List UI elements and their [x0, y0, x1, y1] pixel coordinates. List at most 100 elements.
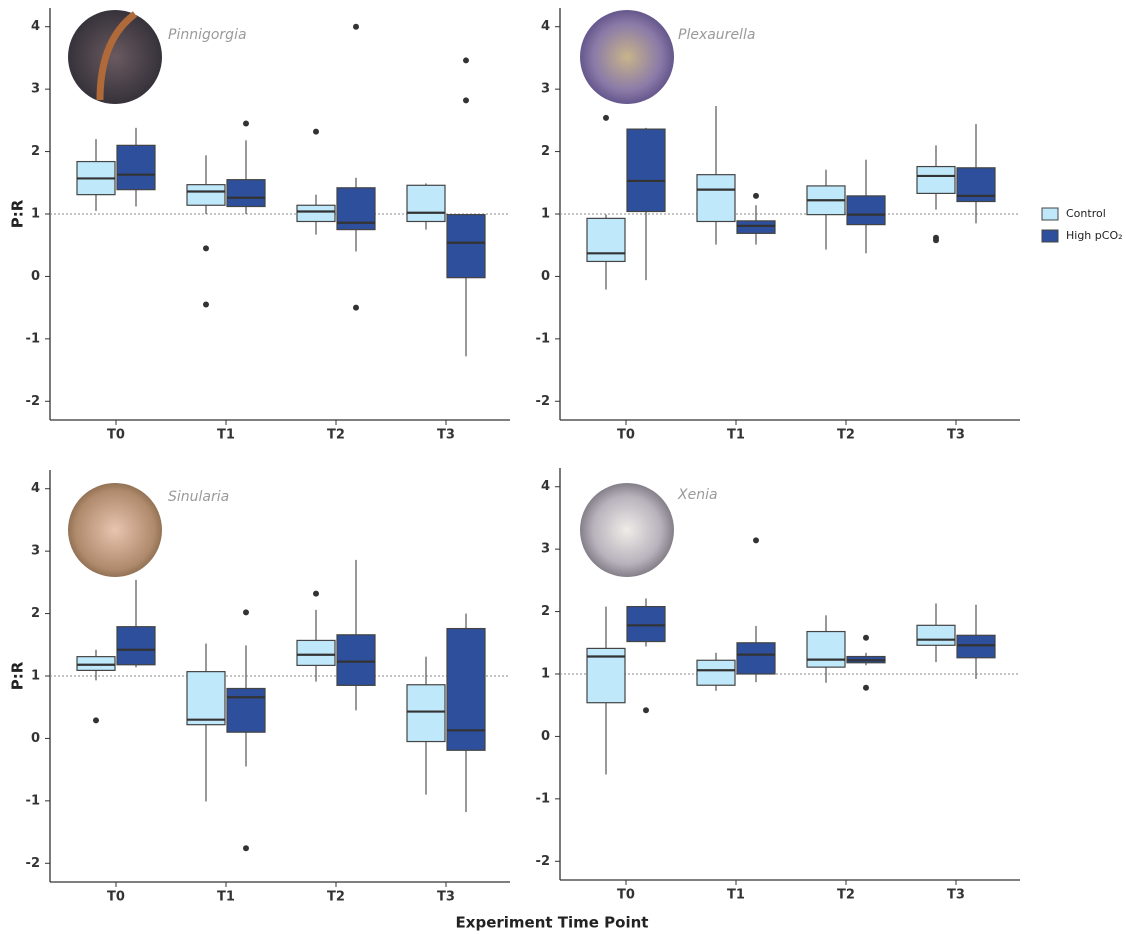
box [187, 185, 225, 206]
y-tick-label: -1 [26, 331, 40, 346]
x-tick-label: T2 [327, 428, 345, 443]
y-tick-label: -1 [26, 793, 40, 808]
y-tick-label: 2 [31, 606, 40, 621]
outlier [313, 591, 319, 597]
legend-label: High pCO₂ [1066, 229, 1123, 242]
y-tick-label: 4 [541, 479, 550, 494]
legend-label: Control [1066, 207, 1106, 220]
box [227, 180, 265, 207]
box [627, 129, 665, 211]
panel-title: Sinularia [168, 489, 229, 505]
coral-photo [580, 483, 674, 577]
box [627, 607, 665, 642]
outlier [863, 635, 869, 641]
box [407, 185, 445, 221]
outlier [463, 57, 469, 63]
x-axis-label: Experiment Time Point [456, 914, 649, 932]
x-tick-label: T0 [107, 428, 125, 443]
outlier [863, 685, 869, 691]
outlier [243, 845, 249, 851]
box [407, 685, 445, 742]
box [187, 672, 225, 725]
panel-title: Plexaurella [678, 27, 755, 43]
outlier [643, 707, 649, 713]
y-tick-label: -1 [536, 791, 550, 806]
y-tick-label: 2 [541, 144, 550, 159]
panel-title: Xenia [677, 487, 718, 503]
y-tick-label: 3 [541, 542, 550, 557]
box [337, 635, 375, 686]
box [957, 635, 995, 657]
y-tick-label: 4 [31, 481, 40, 496]
box [117, 627, 155, 665]
y-tick-label: -1 [536, 331, 550, 346]
x-tick-label: T3 [947, 428, 965, 443]
y-tick-label: 0 [541, 729, 550, 744]
x-tick-label: T1 [217, 890, 235, 905]
x-tick-label: T2 [327, 890, 345, 905]
box [117, 145, 155, 189]
legend-key [1042, 208, 1058, 220]
y-tick-label: 4 [541, 19, 550, 34]
y-tick-label: 1 [541, 667, 550, 682]
y-tick-label: -2 [536, 854, 550, 869]
box [697, 660, 735, 685]
box [587, 218, 625, 261]
box [297, 205, 335, 221]
outlier [353, 305, 359, 311]
box [737, 221, 775, 233]
x-tick-label: T1 [727, 888, 745, 903]
x-tick-label: T2 [837, 888, 855, 903]
y-tick-label: 3 [541, 82, 550, 97]
figure: Experiment Time Point -2 -1 0 1 2 3 4 T0 T1 T2 T3 P… [0, 0, 1126, 934]
y-tick-label: 0 [541, 269, 550, 284]
outlier [753, 193, 759, 199]
y-tick-label: 1 [31, 669, 40, 684]
box [917, 167, 955, 194]
box [847, 196, 885, 225]
y-tick-label: 1 [541, 207, 550, 222]
x-tick-label: T0 [107, 890, 125, 905]
y-axis-label: P:R [9, 199, 27, 228]
box [297, 640, 335, 665]
outlier [203, 302, 209, 308]
coral-photo [580, 10, 674, 104]
y-tick-label: 3 [31, 544, 40, 559]
outlier [93, 717, 99, 723]
y-tick-label: 2 [541, 604, 550, 619]
y-axis-label: P:R [9, 661, 27, 690]
coral-photo [68, 10, 162, 104]
x-tick-label: T3 [437, 890, 455, 905]
outlier [243, 609, 249, 615]
y-tick-label: -2 [26, 394, 40, 409]
x-tick-label: T3 [437, 428, 455, 443]
y-tick-label: -2 [26, 856, 40, 871]
y-tick-label: 3 [31, 82, 40, 97]
y-tick-label: 4 [31, 19, 40, 34]
outlier [243, 120, 249, 126]
outlier [203, 245, 209, 251]
coral-photo [68, 483, 162, 577]
x-tick-label: T0 [617, 888, 635, 903]
y-tick-label: -2 [536, 394, 550, 409]
box [917, 625, 955, 645]
x-tick-label: T3 [947, 888, 965, 903]
x-tick-label: T2 [837, 428, 855, 443]
box [77, 657, 115, 671]
box [227, 688, 265, 732]
box [807, 632, 845, 668]
outlier [753, 537, 759, 543]
legend-key [1042, 230, 1058, 242]
panel-title: Pinnigorgia [168, 27, 247, 43]
x-tick-label: T1 [217, 428, 235, 443]
outlier [313, 129, 319, 135]
y-tick-label: 0 [31, 269, 40, 284]
outlier [353, 24, 359, 30]
y-tick-label: 0 [31, 731, 40, 746]
box [697, 175, 735, 222]
box [447, 215, 485, 278]
y-tick-label: 2 [31, 144, 40, 159]
x-tick-label: T1 [727, 428, 745, 443]
y-tick-label: 1 [31, 207, 40, 222]
outlier [463, 97, 469, 103]
